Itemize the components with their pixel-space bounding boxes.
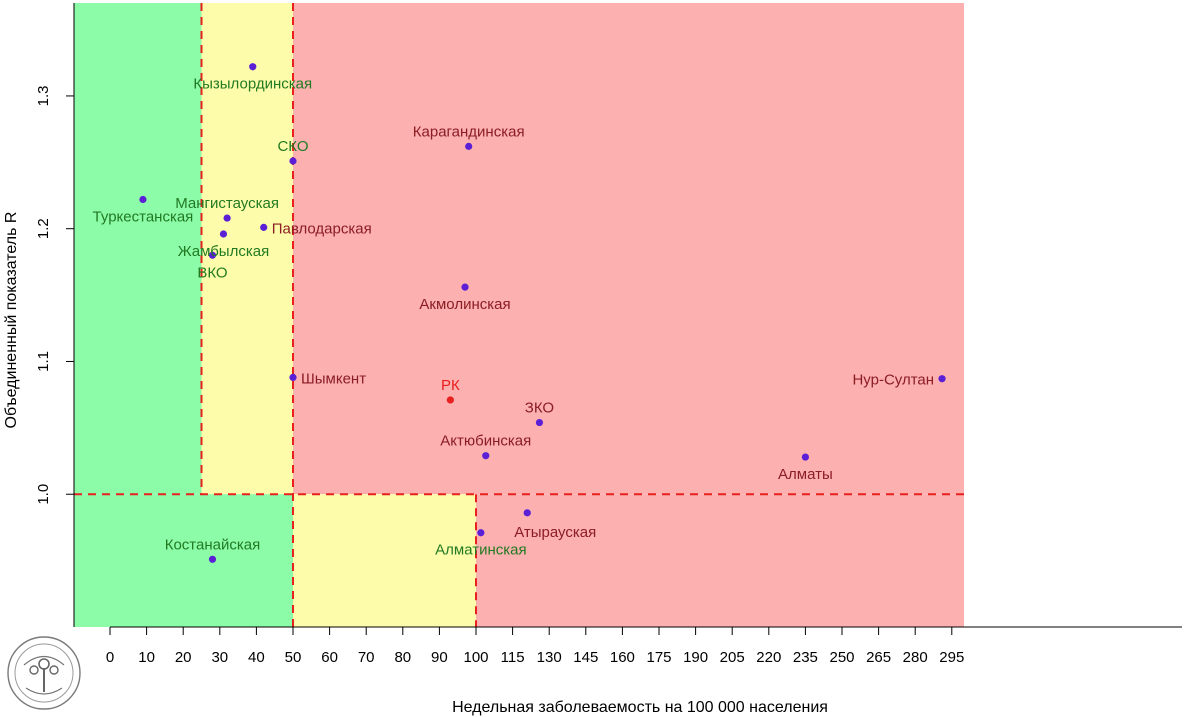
axes: 0 10 20 30 40 50 60 70 80 90 100 115 130 145 160 175 190… (3, 3, 1182, 716)
data-label: Кызылординская (193, 76, 312, 93)
data-point (446, 396, 454, 404)
zone-red-top (293, 3, 964, 495)
data-label: Туркестанская (93, 208, 194, 225)
data-label: РК (441, 377, 460, 394)
x-tick-label: 10 (138, 649, 155, 666)
y-tick-label: 1.2 (35, 218, 52, 239)
x-tick-label: 0 (106, 649, 114, 666)
x-axis-title: Недельная заболеваемость на 100 000 насе… (452, 699, 828, 716)
data-point (208, 251, 217, 259)
data-label: Мангистауская (175, 195, 279, 212)
data-label: Актюбинская (440, 433, 531, 450)
data-label: Атырауская (514, 524, 596, 541)
x-tick-label: 115 (501, 649, 525, 666)
zone-yellow-bottom (293, 494, 476, 627)
x-tick-label: 50 (285, 649, 302, 666)
data-label: Нур-Султан (852, 372, 934, 389)
x-ticks: 0 10 20 30 40 50 60 70 80 90 100 115 130 145 160 175 190… (106, 627, 964, 666)
data-point (465, 142, 473, 150)
zone-red-bottom (476, 494, 964, 627)
data-point (139, 195, 147, 204)
x-tick-label: 60 (321, 649, 338, 666)
data-label: Алматинская (435, 542, 526, 559)
data-label: Алматы (778, 466, 833, 483)
y-tick-label: 1.0 (35, 484, 52, 505)
data-point (208, 555, 217, 563)
x-tick-label: 80 (394, 649, 411, 666)
data-label: Жамбылская (178, 243, 270, 260)
y-ticks: 1.0 1.1 1.2 1.3 (35, 86, 74, 505)
data-points (139, 63, 946, 563)
data-point (482, 452, 490, 460)
x-tick-label: 235 (793, 649, 818, 666)
x-tick-label: 205 (720, 649, 745, 666)
x-tick-label: 190 (683, 649, 708, 666)
point-labels: Кызылординская СКО Карагандинская Туркестан… (93, 76, 934, 559)
threshold-lines (74, 3, 964, 627)
data-point (461, 283, 469, 291)
data-point (289, 157, 297, 165)
zone-backgrounds (74, 3, 964, 627)
data-point (523, 509, 531, 517)
data-label: Шымкент (301, 370, 366, 387)
data-point (477, 529, 485, 537)
data-label: Акмолинская (419, 296, 510, 313)
x-tick-label: 160 (610, 649, 635, 666)
data-point (938, 375, 946, 383)
data-point (223, 214, 231, 222)
y-tick-label: 1.3 (35, 86, 52, 107)
x-tick-label: 145 (573, 649, 598, 666)
x-tick-label: 40 (248, 649, 265, 666)
data-label: Костанайская (165, 536, 261, 553)
x-tick-label: 220 (756, 649, 781, 666)
data-point (249, 63, 257, 71)
data-label: СКО (277, 138, 308, 155)
x-tick-label: 90 (431, 649, 448, 666)
data-point (260, 223, 268, 231)
data-point (289, 373, 297, 381)
data-point (219, 230, 228, 238)
data-label: Карагандинская (413, 123, 525, 140)
x-tick-label: 280 (903, 649, 928, 666)
x-tick-label: 30 (211, 649, 228, 666)
x-tick-label: 20 (175, 649, 192, 666)
y-tick-label: 1.1 (35, 351, 52, 372)
emblem-logo (7, 636, 81, 710)
data-point (535, 418, 544, 427)
x-tick-label: 295 (939, 649, 964, 666)
x-tick-label: 175 (646, 649, 671, 666)
zone-green-top (74, 3, 202, 495)
data-point (801, 453, 810, 461)
data-label: Павлодарская (272, 220, 372, 237)
x-tick-label: 130 (537, 649, 562, 666)
x-tick-label: 250 (829, 649, 854, 666)
zone-green-bottom (74, 494, 293, 627)
x-tick-label: 100 (463, 649, 488, 666)
x-tick-label: 265 (866, 649, 891, 666)
data-label: ЗКО (525, 400, 554, 417)
data-label: ВКО (197, 264, 227, 281)
y-axis-title: Объединенный показатель R (3, 212, 20, 429)
x-tick-label: 70 (358, 649, 375, 666)
zone-yellow-top (201, 3, 293, 495)
